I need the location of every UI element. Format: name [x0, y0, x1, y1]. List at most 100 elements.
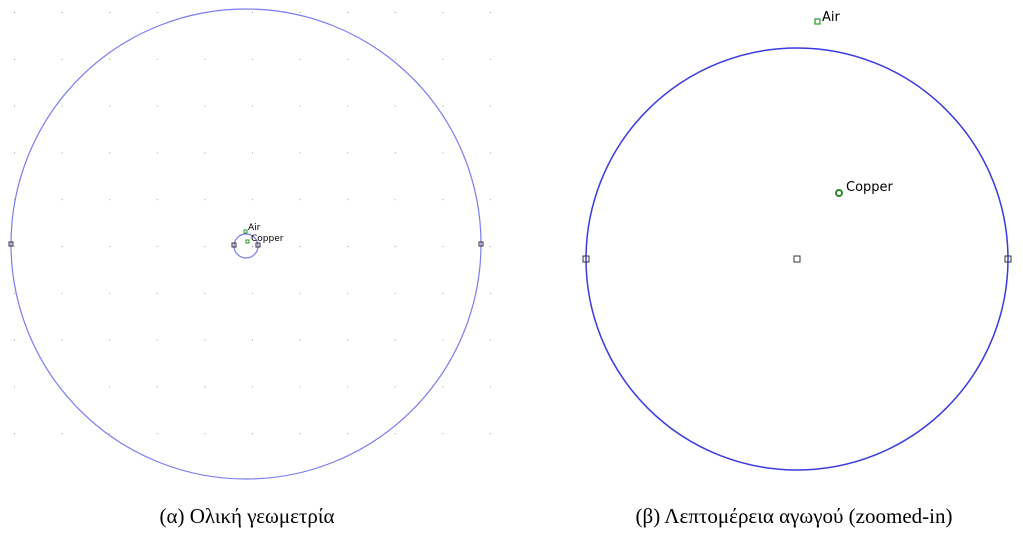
grid-dot	[252, 152, 253, 154]
grid-dot	[347, 12, 349, 13]
node	[478, 241, 484, 247]
grid-dot	[347, 386, 349, 388]
grid-dot	[490, 433, 491, 435]
grid-dot	[252, 386, 253, 388]
grid-dot	[61, 105, 63, 107]
grid-dot	[442, 152, 444, 154]
grid-dot	[347, 246, 349, 247]
grid-dot	[14, 12, 15, 13]
grid-dot	[252, 292, 253, 294]
node	[8, 241, 14, 247]
grid-dot	[61, 58, 63, 60]
grid-dot	[299, 339, 301, 341]
grid-dot	[156, 105, 158, 107]
grid-dot	[490, 292, 491, 294]
grid-dot	[61, 152, 63, 154]
grid-dot	[299, 199, 301, 201]
grid-dot	[204, 386, 206, 388]
grid-dot	[156, 12, 158, 13]
grid-dot	[394, 58, 396, 60]
grid-dot	[109, 292, 111, 294]
grid-dot	[394, 386, 396, 388]
grid-dot	[442, 433, 444, 435]
grid-dot	[14, 386, 15, 388]
grid-dot	[347, 433, 349, 435]
node	[255, 242, 261, 248]
grid-dot	[490, 386, 491, 388]
grid-dot	[442, 199, 444, 201]
grid-dot	[252, 339, 253, 341]
grid-dot	[252, 12, 253, 13]
grid-dot	[347, 58, 349, 60]
grid-dot	[109, 152, 111, 154]
node	[793, 255, 801, 263]
grid-dot	[442, 339, 444, 341]
grid-dot	[14, 105, 15, 107]
grid-dot	[490, 199, 491, 201]
grid-dot	[252, 105, 253, 107]
panel-zoomed: Air Copper	[582, 10, 1012, 471]
grid-dot	[61, 246, 63, 247]
grid-dot	[14, 58, 15, 60]
outer-boundary	[10, 8, 482, 480]
grid-dot	[394, 199, 396, 201]
grid-dot	[394, 12, 396, 13]
grid-dot	[109, 386, 111, 388]
grid-dot	[156, 386, 158, 388]
grid-dot	[394, 339, 396, 341]
grid-dot	[204, 58, 206, 60]
label-copper: Copper	[846, 180, 894, 195]
label-copper: Copper	[251, 234, 284, 244]
grid-dot	[347, 105, 349, 107]
grid-dot	[204, 292, 206, 294]
grid-dot	[347, 152, 349, 154]
grid-dot	[299, 433, 301, 435]
grid-dot	[299, 105, 301, 107]
label-air: Air	[822, 10, 841, 25]
grid-dot	[61, 339, 63, 341]
grid-dot	[442, 58, 444, 60]
grid-dot	[252, 246, 253, 247]
grid-dot	[14, 246, 15, 247]
grid-dot	[347, 292, 349, 294]
grid-dot	[109, 433, 111, 435]
grid-dot	[490, 12, 491, 13]
panel-overall: Air Copper	[8, 8, 484, 480]
grid-dot	[347, 199, 349, 201]
grid-dot	[394, 292, 396, 294]
grid-dot	[61, 199, 63, 201]
block-marker	[814, 18, 821, 25]
grid-dot	[109, 199, 111, 201]
conductor-boundary	[585, 47, 1009, 471]
label-air: Air	[248, 223, 261, 233]
grid-dot	[252, 58, 253, 60]
grid-dot	[299, 12, 301, 13]
grid-dot	[204, 105, 206, 107]
conductor-boundary	[233, 233, 259, 259]
grid-dot	[394, 246, 396, 247]
grid-dot	[299, 246, 301, 247]
grid-dot	[156, 199, 158, 201]
grid-dot	[14, 292, 15, 294]
grid-dot	[394, 433, 396, 435]
grid-dot	[109, 12, 111, 13]
grid-dot	[204, 339, 206, 341]
grid-dot	[204, 246, 206, 247]
block-marker	[243, 229, 248, 234]
grid-dot	[156, 152, 158, 154]
grid-dot	[14, 433, 15, 435]
grid-dot	[156, 246, 158, 247]
grid-dot	[61, 386, 63, 388]
grid-dot	[252, 199, 253, 201]
grid-dot	[490, 246, 491, 247]
grid-dot	[347, 339, 349, 341]
grid-dot	[14, 339, 15, 341]
grid-dot	[204, 152, 206, 154]
caption: (β) Λεπτομέρεια αγωγού (zoomed-in)	[636, 504, 953, 528]
grid-dot	[156, 433, 158, 435]
grid-dot	[61, 292, 63, 294]
grid-dot	[442, 246, 444, 247]
node	[231, 242, 237, 248]
